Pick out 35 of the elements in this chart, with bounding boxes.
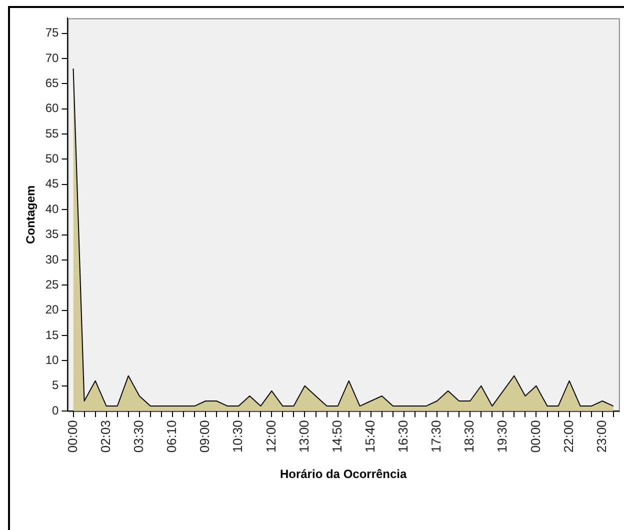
- y-tick-label: 65: [45, 76, 60, 90]
- y-tick-label: 50: [45, 152, 60, 166]
- x-tick-label: 12:00: [263, 420, 278, 453]
- y-tick-label: 25: [45, 277, 60, 292]
- x-tick-label: 23:00: [594, 420, 609, 453]
- x-tick-label: 19:30: [494, 420, 510, 453]
- y-tick-label: 75: [45, 26, 60, 40]
- x-tick-label: 06:10: [164, 420, 180, 453]
- y-tick-label: 10: [45, 353, 60, 368]
- x-tick-label: 13:00: [296, 420, 312, 453]
- y-tick-label: 20: [45, 302, 60, 317]
- y-tick-label: 40: [45, 202, 60, 216]
- x-tick-label: 00:00: [64, 420, 80, 453]
- y-tick-label: 30: [45, 252, 60, 266]
- y-axis-title: Contagem: [24, 185, 38, 244]
- y-tick-label: 0: [52, 403, 60, 418]
- y-tick-label: 45: [45, 176, 60, 191]
- y-tick-label: 5: [52, 378, 60, 392]
- x-tick-label: 09:00: [197, 420, 212, 453]
- y-tick-label: 55: [45, 126, 60, 140]
- y-tick-label: 60: [45, 101, 60, 116]
- x-tick-label: 10:30: [230, 420, 246, 453]
- x-axis-title: Horário da Ocorrência: [280, 467, 408, 482]
- y-tick-label: 70: [45, 50, 60, 65]
- x-tick-label: 17:30: [428, 420, 444, 453]
- y-tick-label: 35: [45, 227, 60, 242]
- x-tick-label: 18:30: [462, 420, 477, 453]
- x-tick-label: 03:30: [130, 420, 146, 453]
- x-tick-label: 15:40: [362, 420, 378, 453]
- x-tick-label: 14:50: [329, 420, 344, 453]
- x-tick-label: 16:30: [396, 420, 411, 453]
- x-tick-label: 22:00: [560, 420, 576, 453]
- x-tick-label: 02:03: [98, 420, 113, 453]
- y-tick-label: 15: [45, 328, 60, 342]
- x-tick-label: 00:00: [528, 420, 543, 453]
